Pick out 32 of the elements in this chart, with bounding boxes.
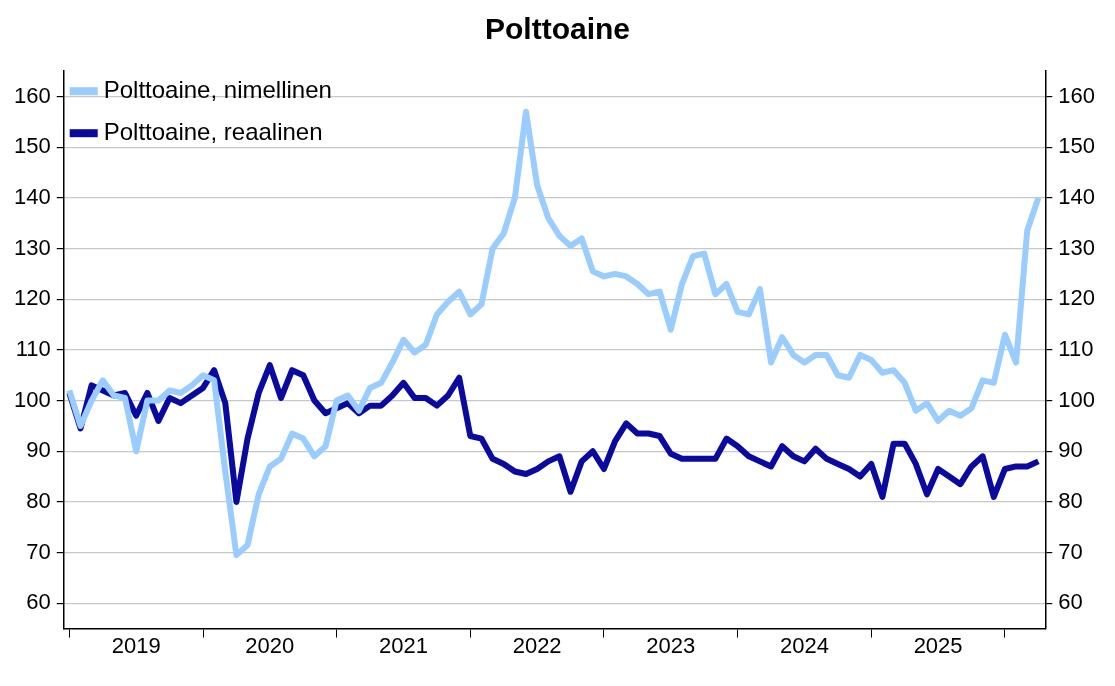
x-tick-label: 2025 xyxy=(913,632,963,658)
x-tick-label: 2021 xyxy=(379,632,428,658)
x-tick-label: 2023 xyxy=(646,632,696,658)
y-tick-label: 160 xyxy=(13,82,51,108)
y2-tick-label: 90 xyxy=(1058,437,1083,463)
y2-tick-label: 150 xyxy=(1058,133,1096,159)
x-tick-label: 2024 xyxy=(779,632,829,658)
y-tick-label: 90 xyxy=(26,437,51,463)
y-tick-label: 60 xyxy=(26,589,51,615)
y2-tick-label: 120 xyxy=(1058,285,1096,311)
y2-tick-label: 100 xyxy=(1058,386,1096,412)
y-tick-label: 140 xyxy=(13,183,51,209)
x-tick-label: 2022 xyxy=(512,632,562,658)
legend-label: Polttoaine, nimellinen xyxy=(103,75,332,103)
y2-tick-label: 110 xyxy=(1058,335,1094,361)
y-tick-label: 120 xyxy=(13,285,51,311)
y2-tick-label: 60 xyxy=(1058,589,1083,615)
y2-tick-label: 160 xyxy=(1058,82,1096,108)
y-tick-label: 100 xyxy=(13,386,51,412)
y2-tick-label: 140 xyxy=(1058,183,1096,209)
chart-title: Polttoaine xyxy=(484,11,631,47)
y-tick-label: 80 xyxy=(26,487,51,513)
y-tick-label: 70 xyxy=(26,538,51,564)
y-tick-label: 110 xyxy=(15,335,51,361)
y2-tick-label: 70 xyxy=(1058,538,1083,564)
y2-tick-label: 80 xyxy=(1058,487,1083,513)
y-tick-label: 150 xyxy=(13,133,51,159)
y-tick-label: 130 xyxy=(13,234,51,260)
x-tick-label: 2019 xyxy=(111,632,161,658)
x-tick-label: 2020 xyxy=(245,632,295,658)
legend-label: Polttoaine, reaalinen xyxy=(103,117,323,145)
y2-tick-label: 130 xyxy=(1058,234,1096,260)
